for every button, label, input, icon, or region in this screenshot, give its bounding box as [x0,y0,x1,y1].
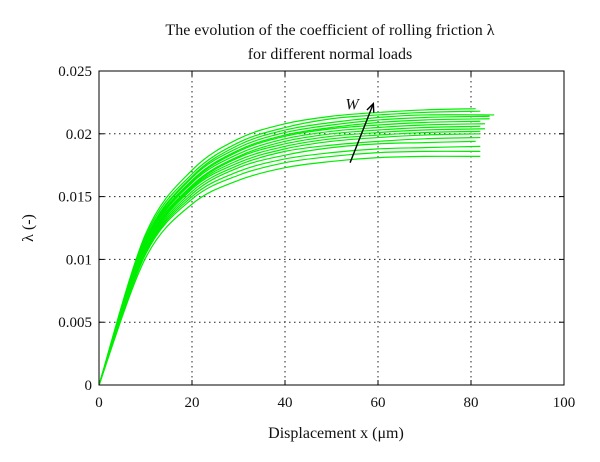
y-tick-label: 0.015 [58,190,92,206]
series-line [98,114,495,386]
series-line [98,155,481,386]
series-line [98,123,485,386]
y-tick-label: 0.02 [66,127,92,143]
series-group [98,108,495,386]
x-tick-label: 80 [464,395,479,411]
x-tick-label: 60 [371,395,386,411]
x-tick-label: 0 [95,395,103,411]
series-line [98,108,476,386]
y-tick-label: 0.005 [58,315,92,331]
series-line [98,125,481,386]
y-tick-label: 0.025 [58,64,92,80]
annotation-group: W [345,97,375,163]
y-tick-label: 0 [85,378,93,394]
chart-title-line-2: for different normal loads [248,46,413,63]
series-line [98,140,476,386]
plot-frame [98,70,565,386]
grid [99,71,564,385]
load-arrow [349,103,375,163]
series-line [98,136,481,386]
load-arrow-head [366,102,375,113]
series-line [98,130,481,386]
ticks: 0 20 40 60 80 100 0 0.005 0.01 0.015 0.02 0.025 [58,64,575,411]
y-axis-label: λ (-) [20,214,37,242]
x-axis-label: Displacement x (μm) [268,425,404,442]
series-line [98,118,490,386]
series-line [98,110,481,386]
load-annotation-label: W [345,97,360,114]
series-line [98,128,485,386]
x-tick-label: 100 [553,395,576,411]
series-line [98,120,481,386]
x-tick-label: 40 [278,395,293,411]
y-tick-label: 0.01 [66,252,92,268]
chart-title-line-1: The evolution of the coefficient of roll… [165,22,494,39]
x-tick-label: 20 [185,395,200,411]
series-line [98,150,481,386]
series-line [98,145,481,386]
